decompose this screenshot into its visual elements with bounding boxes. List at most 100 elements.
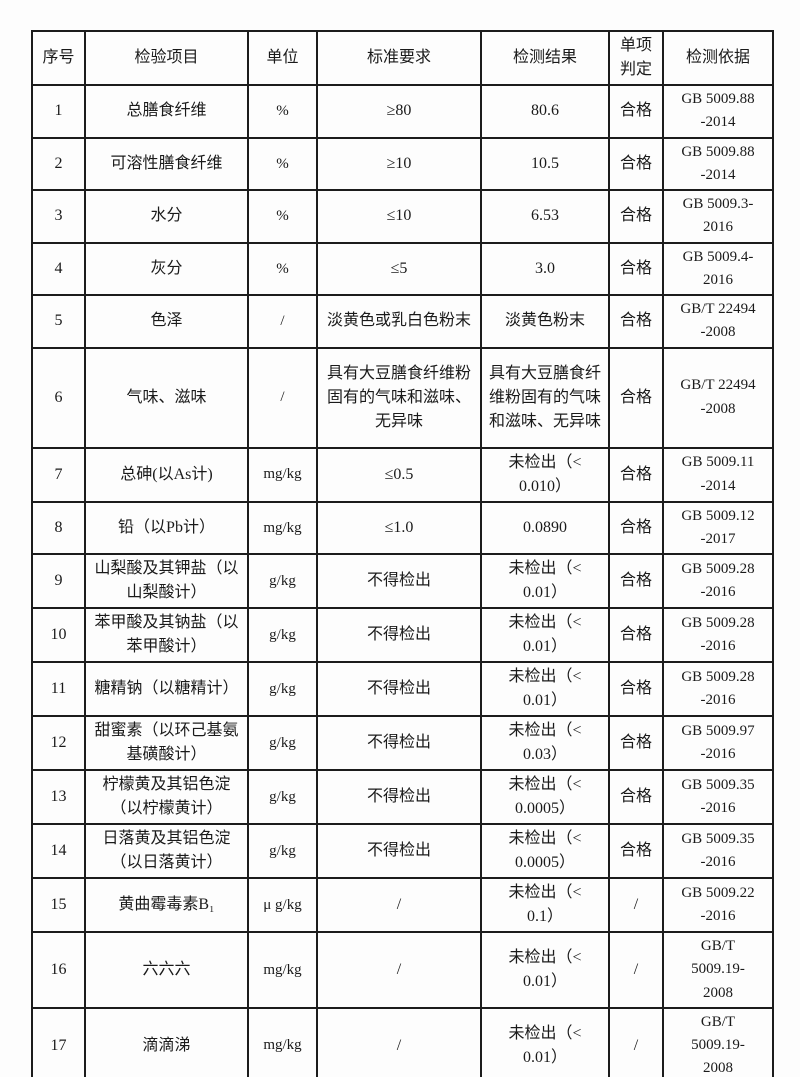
table-row: 8 铅（以Pb计） mg/kg ≤1.0 0.0890 合格 GB 5009.1… <box>31 500 774 555</box>
table-row: 7 总砷(以As计) mg/kg ≤0.5 未检出（< 0.010） 合格 GB… <box>31 446 774 503</box>
cell-serial-number: 4 <box>31 241 86 296</box>
cell-test-basis: GB 5009.3- 2016 <box>662 189 774 244</box>
cell-inspection-item: 日落黄及其铝色淀 （以日落黄计） <box>84 823 249 879</box>
header-unit: 单位 <box>247 30 318 86</box>
cell-unit: / <box>247 346 318 449</box>
cell-item-judgment: 合格 <box>608 346 664 449</box>
cell-test-basis: GB/T 22494 -2008 <box>662 294 774 349</box>
cell-test-result: 未检出（< 0.01） <box>480 1006 610 1077</box>
cell-standard-requirement: / <box>316 877 482 933</box>
cell-inspection-item: 水分 <box>84 189 249 244</box>
cell-test-result: 10.5 <box>480 136 610 191</box>
cell-unit: / <box>247 294 318 349</box>
cell-test-result: 淡黄色粉末 <box>480 294 610 349</box>
cell-standard-requirement: / <box>316 931 482 1009</box>
cell-standard-requirement: 不得检出 <box>316 715 482 771</box>
cell-test-basis: GB/T 5009.19- 2008 <box>662 1006 774 1077</box>
table-row: 1 总膳食纤维 % ≥80 80.6 合格 GB 5009.88 -2014 <box>31 84 774 139</box>
cell-inspection-item: 铅（以Pb计） <box>84 500 249 555</box>
cell-inspection-item: 山梨酸及其钾盐（以 山梨酸计） <box>84 553 249 609</box>
cell-item-judgment: 合格 <box>608 446 664 503</box>
cell-inspection-item: 六六六 <box>84 931 249 1009</box>
cell-item-judgment: 合格 <box>608 136 664 191</box>
table-row: 16 六六六 mg/kg / 未检出（< 0.01） / GB/T 5009.1… <box>31 931 774 1009</box>
cell-standard-requirement: 不得检出 <box>316 607 482 663</box>
cell-standard-requirement: ≤1.0 <box>316 500 482 555</box>
cell-item-judgment: / <box>608 931 664 1009</box>
cell-test-result: 未检出（< 0.1） <box>480 877 610 933</box>
cell-item-judgment: 合格 <box>608 607 664 663</box>
cell-item-judgment: 合格 <box>608 189 664 244</box>
cell-item-judgment: 合格 <box>608 823 664 879</box>
cell-test-basis: GB/T 22494 -2008 <box>662 346 774 449</box>
cell-test-basis: GB/T 5009.19- 2008 <box>662 931 774 1009</box>
inspection-table: 序号 检验项目 单位 标准要求 检测结果 单项 判定 检测依据 1 总膳食纤维 … <box>31 30 774 1077</box>
cell-inspection-item: 总膳食纤维 <box>84 84 249 139</box>
cell-standard-requirement: ≤5 <box>316 241 482 296</box>
cell-test-basis: GB 5009.4- 2016 <box>662 241 774 296</box>
table-row: 14 日落黄及其铝色淀 （以日落黄计） g/kg 不得检出 未检出（< 0.00… <box>31 823 774 879</box>
cell-test-basis: GB 5009.97 -2016 <box>662 715 774 771</box>
cell-unit: μ g/kg <box>247 877 318 933</box>
cell-standard-requirement: 不得检出 <box>316 769 482 825</box>
cell-inspection-item: 灰分 <box>84 241 249 296</box>
cell-test-result: 80.6 <box>480 84 610 139</box>
cell-test-result: 未检出（< 0.010） <box>480 446 610 503</box>
cell-standard-requirement: 不得检出 <box>316 553 482 609</box>
cell-serial-number: 2 <box>31 136 86 191</box>
cell-test-result: 0.0890 <box>480 500 610 555</box>
cell-inspection-item: 柠檬黄及其铝色淀 （以柠檬黄计） <box>84 769 249 825</box>
cell-standard-requirement: ≥10 <box>316 136 482 191</box>
cell-unit: g/kg <box>247 769 318 825</box>
cell-serial-number: 9 <box>31 553 86 609</box>
cell-unit: g/kg <box>247 553 318 609</box>
cell-inspection-item: 可溶性膳食纤维 <box>84 136 249 191</box>
table-row: 4 灰分 % ≤5 3.0 合格 GB 5009.4- 2016 <box>31 241 774 296</box>
cell-serial-number: 1 <box>31 84 86 139</box>
cell-test-result: 未检出（< 0.01） <box>480 607 610 663</box>
cell-serial-number: 11 <box>31 661 86 717</box>
cell-unit: mg/kg <box>247 1006 318 1077</box>
header-standard-requirement: 标准要求 <box>316 30 482 86</box>
table-row: 17 滴滴涕 mg/kg / 未检出（< 0.01） / GB/T 5009.1… <box>31 1006 774 1077</box>
cell-unit: mg/kg <box>247 931 318 1009</box>
cell-test-result: 6.53 <box>480 189 610 244</box>
cell-inspection-item: 黄曲霉毒素B₁ <box>84 877 249 933</box>
cell-inspection-item: 甜蜜素（以环己基氨 基磺酸计） <box>84 715 249 771</box>
cell-item-judgment: 合格 <box>608 84 664 139</box>
cell-serial-number: 3 <box>31 189 86 244</box>
table-row: 3 水分 % ≤10 6.53 合格 GB 5009.3- 2016 <box>31 189 774 244</box>
cell-serial-number: 14 <box>31 823 86 879</box>
header-test-result: 检测结果 <box>480 30 610 86</box>
cell-serial-number: 8 <box>31 500 86 555</box>
cell-unit: % <box>247 189 318 244</box>
cell-standard-requirement: ≥80 <box>316 84 482 139</box>
cell-test-basis: GB 5009.12 -2017 <box>662 500 774 555</box>
cell-test-basis: GB 5009.35 -2016 <box>662 769 774 825</box>
cell-test-result: 未检出（< 0.0005） <box>480 769 610 825</box>
cell-serial-number: 5 <box>31 294 86 349</box>
cell-test-result: 未检出（< 0.01） <box>480 931 610 1009</box>
cell-test-result: 具有大豆膳食纤 维粉固有的气味 和滋味、无异味 <box>480 346 610 449</box>
cell-unit: mg/kg <box>247 500 318 555</box>
cell-test-result: 3.0 <box>480 241 610 296</box>
cell-test-basis: GB 5009.11 -2014 <box>662 446 774 503</box>
table-row: 9 山梨酸及其钾盐（以 山梨酸计） g/kg 不得检出 未检出（< 0.01） … <box>31 553 774 609</box>
cell-inspection-item: 苯甲酸及其钠盐（以 苯甲酸计） <box>84 607 249 663</box>
cell-unit: % <box>247 84 318 139</box>
cell-standard-requirement: ≤0.5 <box>316 446 482 503</box>
table-row: 15 黄曲霉毒素B₁ μ g/kg / 未检出（< 0.1） / GB 5009… <box>31 877 774 933</box>
cell-item-judgment: / <box>608 877 664 933</box>
cell-test-basis: GB 5009.88 -2014 <box>662 84 774 139</box>
cell-unit: g/kg <box>247 715 318 771</box>
cell-test-basis: GB 5009.35 -2016 <box>662 823 774 879</box>
table-header-row: 序号 检验项目 单位 标准要求 检测结果 单项 判定 检测依据 <box>31 30 774 86</box>
cell-unit: % <box>247 136 318 191</box>
cell-unit: mg/kg <box>247 446 318 503</box>
table-row: 13 柠檬黄及其铝色淀 （以柠檬黄计） g/kg 不得检出 未检出（< 0.00… <box>31 769 774 825</box>
table-row: 2 可溶性膳食纤维 % ≥10 10.5 合格 GB 5009.88 -2014 <box>31 136 774 191</box>
cell-serial-number: 10 <box>31 607 86 663</box>
header-item-judgment: 单项 判定 <box>608 30 664 86</box>
cell-standard-requirement: 淡黄色或乳白色粉末 <box>316 294 482 349</box>
